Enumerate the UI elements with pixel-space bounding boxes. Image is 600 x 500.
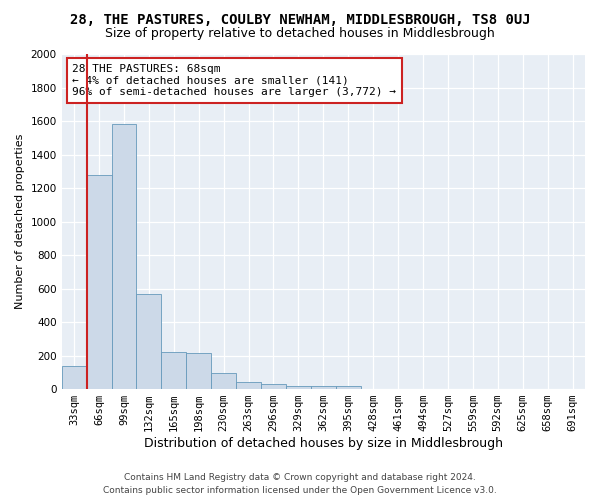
Text: Size of property relative to detached houses in Middlesbrough: Size of property relative to detached ho… <box>105 28 495 40</box>
Bar <box>112 124 136 389</box>
Bar <box>211 373 236 389</box>
X-axis label: Distribution of detached houses by size in Middlesbrough: Distribution of detached houses by size … <box>144 437 503 450</box>
Text: 28, THE PASTURES, COULBY NEWHAM, MIDDLESBROUGH, TS8 0UJ: 28, THE PASTURES, COULBY NEWHAM, MIDDLES… <box>70 12 530 26</box>
Bar <box>311 386 336 389</box>
Bar <box>86 174 112 389</box>
Bar <box>261 384 286 389</box>
Y-axis label: Number of detached properties: Number of detached properties <box>15 134 25 309</box>
Bar <box>186 353 211 389</box>
Bar <box>336 386 361 389</box>
Bar <box>62 366 86 389</box>
Bar <box>236 382 261 389</box>
Bar <box>161 352 186 389</box>
Bar <box>286 386 311 389</box>
Bar <box>136 294 161 389</box>
Text: Contains HM Land Registry data © Crown copyright and database right 2024.
Contai: Contains HM Land Registry data © Crown c… <box>103 474 497 495</box>
Text: 28 THE PASTURES: 68sqm
← 4% of detached houses are smaller (141)
96% of semi-det: 28 THE PASTURES: 68sqm ← 4% of detached … <box>72 64 396 98</box>
